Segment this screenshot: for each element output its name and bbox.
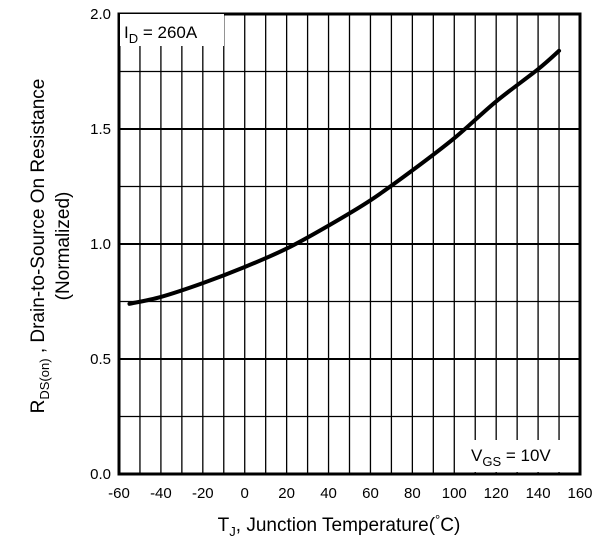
y-axis-label-line1: RDS(on) , Drain-to-Source On Resistance: [28, 79, 52, 414]
x-tick-label: -40: [150, 485, 172, 502]
id-annotation: ID = 260A: [124, 23, 198, 46]
y-axis-label-rest: , Drain-to-Source On Resistance: [28, 79, 49, 359]
vgs-annotation-main: V: [471, 446, 483, 465]
x-tick-label: 20: [278, 485, 295, 502]
grid: [119, 14, 580, 474]
y-axis-label: RDS(on) , Drain-to-Source On Resistance …: [28, 79, 74, 414]
vgs-annotation-bg: [468, 440, 572, 472]
series-line: [127, 48, 562, 306]
x-tick-label: -20: [192, 485, 214, 502]
x-tick-label: -60: [108, 485, 130, 502]
x-axis-label-degree: °: [435, 512, 440, 527]
y-tick-label: 0.5: [90, 351, 111, 368]
y-tick-label: 0.0: [90, 466, 111, 483]
y-tick-label: 1.0: [90, 236, 111, 253]
y-tick-label: 1.5: [90, 121, 111, 138]
vgs-annotation: VGS = 10V: [471, 446, 551, 469]
x-axis-label-unit: C: [440, 515, 454, 536]
y-axis-label-main: R: [28, 400, 49, 414]
y-axis-label-line2: (Normalized): [53, 192, 74, 301]
x-axis-label-sub: J: [229, 524, 236, 539]
x-axis-label-rest: , Junction Temperature: [236, 515, 429, 536]
id-annotation-rest: = 260A: [138, 23, 198, 42]
x-tick-label: 140: [526, 485, 551, 502]
x-tick-labels: -60 -40 -20 0 20 40 60 80 100 120 140 160: [108, 485, 592, 502]
vgs-annotation-sub: GS: [482, 454, 501, 469]
x-tick-label: 0: [241, 485, 249, 502]
x-tick-label: 40: [320, 485, 337, 502]
x-tick-label: 160: [567, 485, 592, 502]
y-tick-label: 2.0: [90, 6, 111, 23]
y-tick-labels: 0.0 0.5 1.0 1.5 2.0: [90, 6, 111, 483]
x-axis-label-main: T: [218, 515, 230, 536]
x-tick-label: 80: [404, 485, 421, 502]
x-tick-label: 60: [362, 485, 379, 502]
x-axis-label-paren-close: ): [454, 515, 460, 536]
id-annotation-sub: D: [129, 31, 138, 46]
id-annotation-main: I: [124, 23, 129, 42]
x-tick-label: 100: [442, 485, 467, 502]
x-tick-label: 120: [484, 485, 509, 502]
x-axis-label-paren-open: (: [429, 515, 436, 536]
id-annotation-bg: [120, 14, 224, 46]
vgs-annotation-rest: = 10V: [501, 446, 551, 465]
y-axis-label-sub: DS(on): [37, 358, 52, 399]
plot-frame: [117, 12, 582, 476]
x-axis-label: TJ, Junction Temperature(°C): [218, 512, 461, 539]
